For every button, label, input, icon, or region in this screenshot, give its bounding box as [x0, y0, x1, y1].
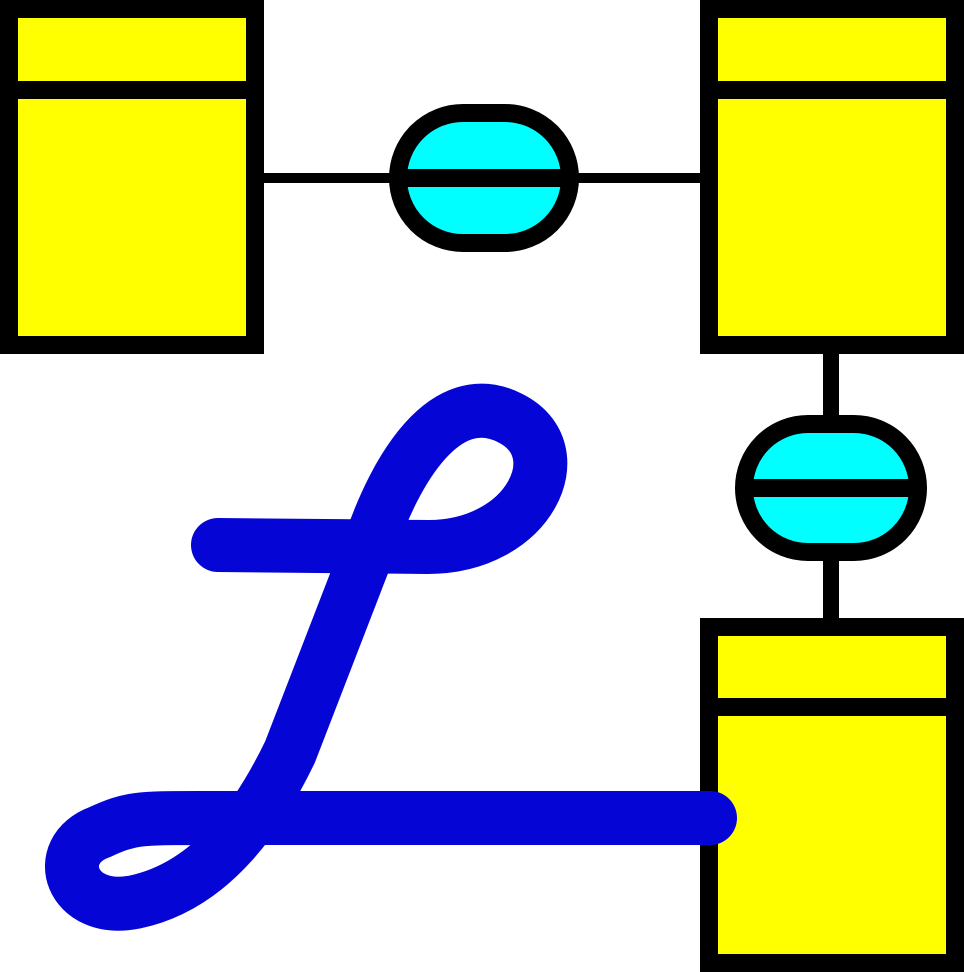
- entity-box-icon: [700, 618, 964, 972]
- entity-bottom-right: [700, 618, 964, 972]
- script-l-logo-icon: [45, 383, 737, 931]
- entity-box-icon: [700, 0, 964, 354]
- entity-top-left: [0, 0, 264, 354]
- relationship-vertical: [735, 415, 927, 561]
- relationship-horizontal: [389, 104, 579, 252]
- entity-box-icon: [0, 0, 264, 354]
- entity-top-right: [700, 0, 964, 354]
